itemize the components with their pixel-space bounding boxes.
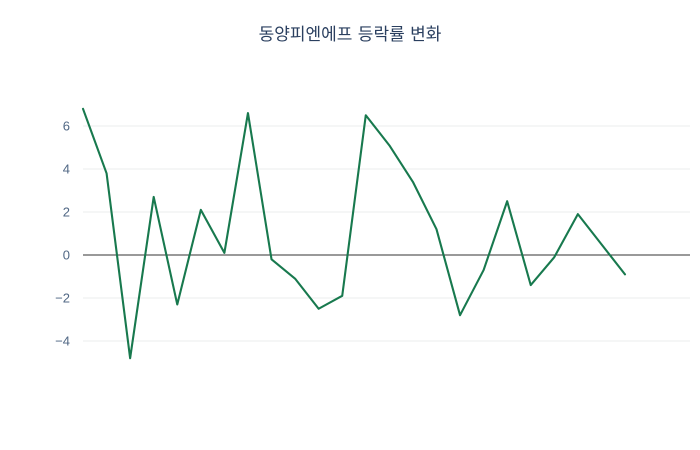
y-axis-tick-labels: 6 4 2 0 −2 −4 [55, 118, 70, 348]
y-tick-label: 0 [63, 247, 70, 262]
y-tick-label: 2 [63, 204, 70, 219]
y-tick-label: 4 [63, 161, 70, 176]
y-tick-label: 6 [63, 118, 70, 133]
y-tick-label: −4 [55, 333, 70, 348]
gridlines [83, 125, 690, 342]
data-series-line [81, 107, 627, 360]
chart-title: 동양피엔에프 등락률 변화 [258, 25, 442, 45]
y-tick-label: −2 [55, 290, 70, 305]
